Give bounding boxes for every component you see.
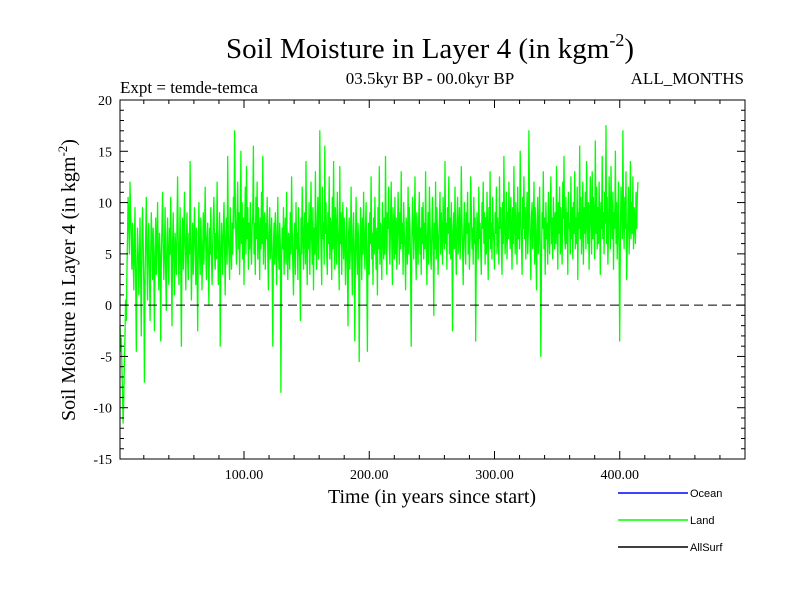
subtitle-center: 03.5kyr BP - 00.0kyr BP xyxy=(346,69,514,88)
legend-label-allsurf: AllSurf xyxy=(690,542,723,554)
legend: Ocean Land AllSurf xyxy=(618,488,723,554)
series-line-land xyxy=(119,124,639,424)
y-tick-label: -5 xyxy=(100,350,112,365)
legend-label-land: Land xyxy=(690,515,714,527)
y-tick-label: 5 xyxy=(105,248,112,263)
plot-series xyxy=(119,124,639,424)
x-tick-label: 300.00 xyxy=(475,468,514,483)
subtitle-left: Expt = temde-temca xyxy=(120,78,258,97)
legend-label-ocean: Ocean xyxy=(690,488,722,500)
plot-frame xyxy=(119,99,746,460)
axis-ticks xyxy=(120,99,745,460)
subtitle-right: ALL_MONTHS xyxy=(631,69,744,88)
chart-title: Soil Moisture in Layer 4 (in kgm-2) xyxy=(226,30,634,65)
y-tick-label: 0 xyxy=(105,299,112,314)
y-tick-label: 20 xyxy=(98,94,112,109)
x-axis-label: Time (in years since start) xyxy=(328,486,536,508)
y-tick-label: 15 xyxy=(98,145,112,160)
x-tick-label: 100.00 xyxy=(225,468,264,483)
x-tick-label: 200.00 xyxy=(350,468,389,483)
axis-tick-labels: -15 -10 -5 0 5 10 15 20 100.00 200.00 300.00 400.00 xyxy=(93,94,639,483)
x-tick-label: 400.00 xyxy=(600,468,639,483)
y-tick-label: -10 xyxy=(93,402,112,417)
y-tick-label: 10 xyxy=(98,197,112,212)
y-tick-label: -15 xyxy=(93,453,112,468)
y-axis-label: Soil Moisture in Layer 4 (in kgm-2) xyxy=(55,139,80,421)
